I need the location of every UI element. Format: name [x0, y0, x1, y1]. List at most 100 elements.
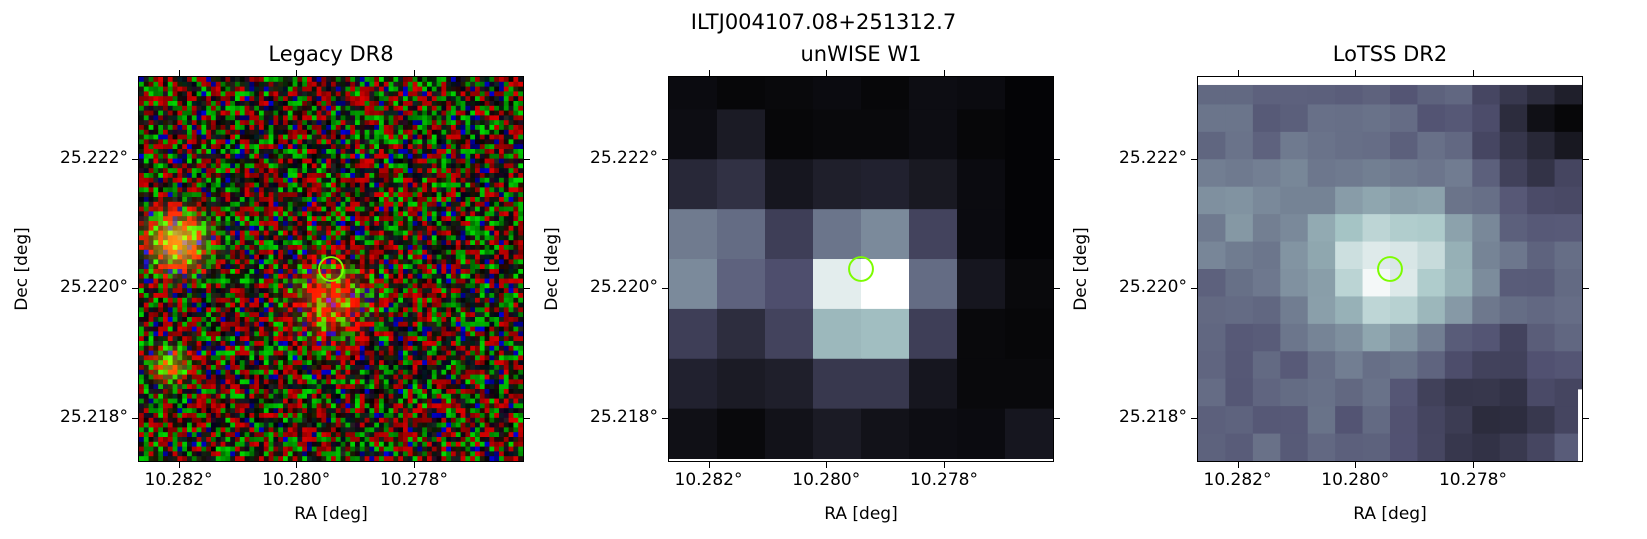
image-pixel [436, 149, 442, 155]
image-pixel [172, 134, 178, 140]
image-pixel [259, 144, 265, 150]
image-pixel [475, 249, 481, 256]
image-pixel [139, 225, 145, 232]
image-pixel [316, 173, 322, 179]
image-pixel [451, 273, 457, 280]
image-pixel [393, 254, 399, 260]
image-pixel [163, 283, 169, 289]
image-pixel [244, 163, 250, 169]
image-pixel [153, 350, 159, 356]
image-pixel [167, 139, 174, 145]
image-pixel [307, 105, 313, 112]
image-pixel [273, 345, 279, 352]
image-pixel [446, 278, 452, 284]
image-pixel [374, 105, 380, 112]
image-pixel [451, 197, 457, 203]
image-pixel [254, 288, 260, 294]
image-pixel [316, 249, 322, 256]
image-pixel [451, 77, 457, 83]
image-pixel [364, 307, 370, 313]
image-pixel [196, 230, 202, 236]
image-pixel [302, 336, 308, 342]
image-pixel [388, 240, 394, 246]
image-pixel [412, 326, 418, 332]
image-pixel [273, 278, 279, 284]
image-pixel [254, 91, 260, 97]
image-pixel [321, 288, 327, 294]
image-pixel [479, 153, 486, 160]
image-pixel [244, 288, 250, 294]
image-pixel [177, 77, 183, 83]
image-pixel [355, 307, 361, 313]
image-pixel [340, 182, 346, 188]
image-pixel [422, 365, 428, 371]
image-pixel [518, 216, 523, 222]
image-pixel [215, 168, 222, 174]
image-pixel [446, 269, 452, 275]
image-pixel [167, 245, 174, 251]
image-pixel [187, 341, 193, 347]
image-pixel [187, 221, 193, 227]
image-pixel [494, 173, 500, 179]
image-pixel [297, 360, 303, 366]
image-pixel [451, 168, 457, 174]
image-pixel [297, 173, 303, 179]
image-pixel [225, 101, 231, 107]
image-pixel [403, 278, 409, 284]
image-pixel [297, 355, 303, 361]
image-pixel [153, 201, 159, 208]
image-pixel [143, 139, 150, 145]
image-pixel [369, 187, 375, 193]
image-pixel [235, 182, 241, 188]
image-pixel [311, 269, 318, 275]
image-pixel [292, 369, 298, 376]
image-pixel [182, 206, 188, 212]
image-pixel [350, 312, 356, 318]
image-pixel [479, 336, 486, 342]
image-pixel [484, 369, 490, 376]
image-pixel [230, 297, 236, 304]
image-pixel [283, 187, 289, 193]
image-pixel [211, 197, 217, 203]
image-pixel [172, 221, 178, 227]
image-pixel [249, 321, 255, 328]
image-pixel [331, 206, 337, 212]
image-pixel [163, 91, 169, 97]
image-pixel [206, 115, 212, 121]
image-pixel [508, 168, 514, 174]
image-pixel [383, 331, 390, 337]
image-pixel [499, 297, 505, 304]
image-pixel [307, 273, 313, 280]
image-pixel [407, 110, 414, 116]
image-pixel [254, 168, 260, 174]
image-pixel [412, 254, 418, 260]
image-pixel [239, 336, 246, 342]
image-pixel [355, 206, 361, 212]
image-pixel [412, 81, 418, 88]
image-pixel [196, 158, 202, 164]
image-pixel [230, 120, 236, 126]
image-pixel [465, 225, 471, 232]
image-pixel [167, 278, 174, 284]
image-pixel [364, 177, 370, 184]
image-pixel [244, 110, 250, 116]
image-pixel [177, 264, 183, 270]
image-pixel [292, 317, 298, 323]
image-pixel [254, 293, 260, 299]
image-pixel [479, 192, 486, 198]
image-pixel [273, 91, 279, 97]
image-pixel [153, 139, 159, 145]
image-pixel [307, 326, 313, 332]
image-pixel [148, 144, 154, 150]
image-pixel [254, 269, 260, 275]
image-pixel [235, 96, 241, 102]
image-pixel [239, 240, 246, 246]
image-pixel [201, 129, 207, 136]
image-pixel [244, 134, 250, 140]
image-pixel [139, 96, 145, 102]
image-pixel [182, 288, 188, 294]
image-pixel [172, 153, 178, 160]
image-pixel [230, 110, 236, 116]
image-pixel [431, 235, 438, 241]
image-pixel [331, 283, 337, 289]
